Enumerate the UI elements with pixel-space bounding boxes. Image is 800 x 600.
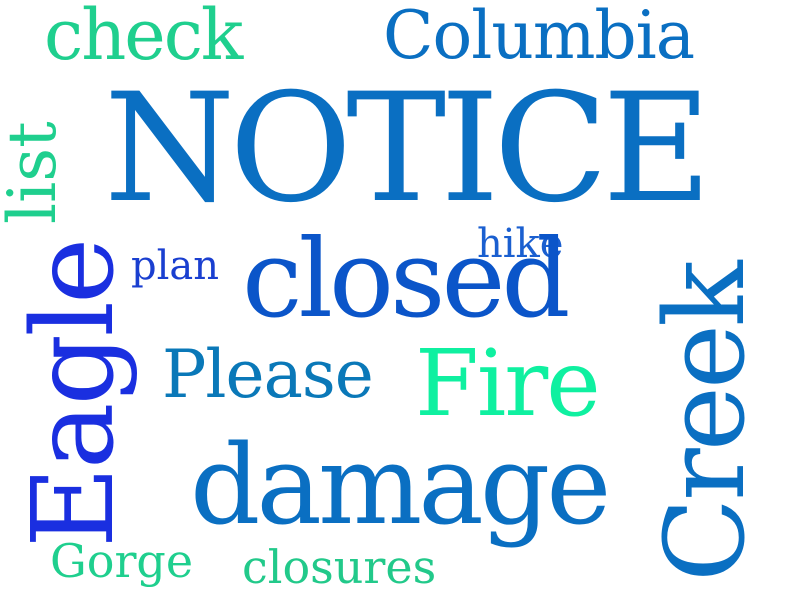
word-check: check <box>44 0 243 76</box>
word-closures: closures <box>242 540 437 594</box>
word-damage: damage <box>190 421 611 549</box>
word-creek: Creek <box>641 263 769 582</box>
word-list: list <box>0 121 71 224</box>
word-gorge: Gorge <box>50 534 194 588</box>
word-plan: plan <box>131 243 220 289</box>
word-eagle: Eagle <box>9 240 139 548</box>
word-columbia: Columbia <box>383 0 695 74</box>
word-fire: Fire <box>415 330 601 437</box>
word-hike: hike <box>477 221 564 267</box>
word-please: Please <box>162 336 374 413</box>
word-notice: NOTICE <box>104 62 712 236</box>
word-closed: closed <box>242 217 571 342</box>
